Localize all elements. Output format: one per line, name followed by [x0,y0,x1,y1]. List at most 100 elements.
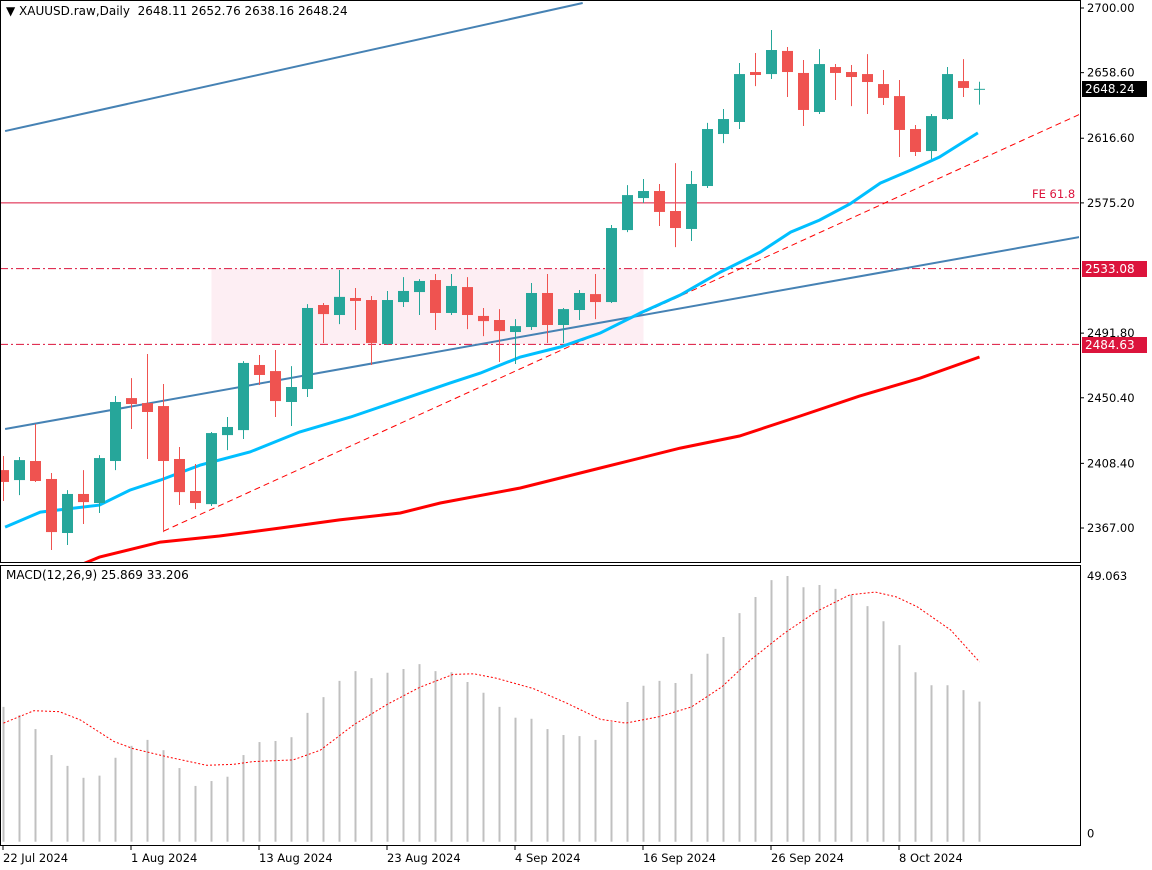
candle-body [238,362,249,431]
candle-body [638,191,649,199]
candle [622,185,633,233]
candle [974,81,985,105]
candle [78,470,89,524]
candle [846,64,857,107]
candle [750,52,761,87]
candle-body [462,287,473,316]
candle-body [174,458,185,493]
macd-axis-label: 49.063 [1087,569,1127,583]
slow-moving-average [83,355,981,562]
candle-body [190,491,201,504]
candle [174,446,185,506]
symbol-label: XAUUSD.raw,Daily [19,4,130,18]
candle [286,366,297,427]
ohlc-readout: 2648.11 2652.76 2638.16 2648.24 [137,4,348,18]
candle [814,49,825,115]
candle [126,378,137,430]
macd-panel [2,576,981,842]
candle [894,79,905,157]
candle-body [750,72,761,75]
candle-body [414,280,425,293]
candle-body [478,315,489,322]
channel-upper-trendline [4,2,583,133]
candle-body [334,296,345,316]
candle-body [158,406,169,462]
candle-body [862,74,873,83]
candle [830,64,841,100]
x-axis-label: 13 Aug 2024 [259,851,333,865]
y-axis-label: 2491.80 [1087,326,1135,340]
candle-body [622,195,633,231]
candle [638,178,649,204]
candle [926,114,937,160]
candle [14,456,25,496]
y-axis-label: 2408.40 [1087,456,1135,470]
candle [238,361,249,440]
candle [670,163,681,248]
x-axis-label: 8 Oct 2024 [899,851,963,865]
candle [798,60,809,127]
candle [558,307,569,343]
candle-body [910,129,921,152]
candle-body [574,292,585,311]
candle-body [526,292,537,328]
y-axis-label: 2700.00 [1087,1,1135,15]
candle-body [62,493,73,534]
candle [398,277,409,308]
candle [94,455,105,514]
candle-body [446,285,457,313]
candle [494,309,505,363]
chart-title: ▼ XAUUSD.raw,Daily 2648.11 2652.76 2638.… [6,4,348,18]
y-axis-label: 2450.40 [1087,391,1135,405]
candle-body [974,88,985,90]
candle-body [14,460,25,481]
candle-body [350,297,361,301]
macd-panel-frame [0,565,1081,846]
candle-body [958,81,969,88]
candle-body [430,280,441,313]
candle-body [846,72,857,78]
candle [430,273,441,331]
x-axis-label: 22 Jul 2024 [3,851,68,865]
candle-body [206,433,217,505]
candle [478,307,489,337]
candle-body [302,307,313,390]
candle [190,463,201,510]
candle [958,59,969,98]
candle-body [1,470,9,482]
candle-body [318,305,329,315]
candle [270,349,281,417]
candle-body [702,129,713,187]
level-price-box-lower: 2484.63 [1082,337,1147,353]
macd-axis-label: 0 [1087,827,1094,841]
candle-body [942,74,953,120]
triangle-down-icon[interactable]: ▼ [6,4,20,18]
y-axis-label: 2658.60 [1087,66,1135,80]
candle [334,270,345,325]
candle [686,171,697,241]
candle-body [590,294,601,303]
candle-body [286,387,297,402]
candle-body [270,371,281,402]
current-price-box: 2648.24 [1082,81,1147,97]
candle [46,473,57,551]
candle-body [30,461,41,482]
candle [1,456,9,501]
candle [302,304,313,397]
candle-body [558,309,569,326]
candle [462,277,473,330]
x-axis-label: 1 Aug 2024 [131,851,197,865]
candle [446,273,457,316]
candle-body [126,398,137,405]
candle [206,431,217,506]
candle-body [798,72,809,110]
candle [142,354,153,459]
candle [542,273,553,343]
candle-body [46,478,57,533]
candle [766,30,777,80]
candle [318,302,329,343]
candle [702,122,713,189]
candle-body [894,96,905,130]
candle-body [142,403,153,412]
